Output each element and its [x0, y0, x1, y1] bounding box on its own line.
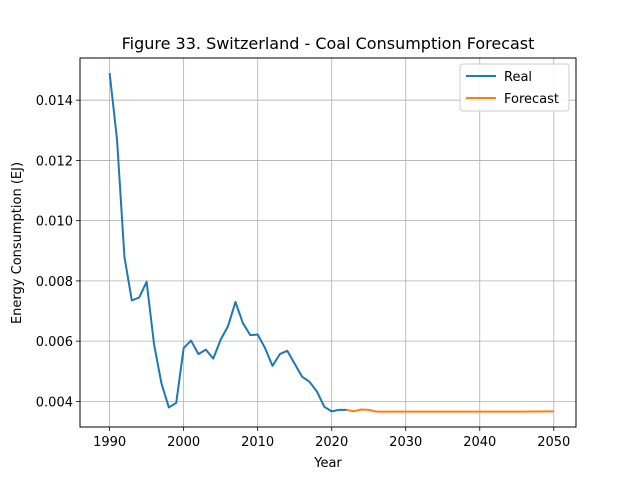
y-tick-label: 0.014: [36, 94, 73, 109]
plot-frame: [79, 57, 577, 428]
x-tick-label: 1990: [93, 435, 126, 450]
x-tick-label: 2000: [167, 435, 200, 450]
x-tick-label: 2010: [241, 435, 274, 450]
x-tick-label: 2020: [315, 435, 348, 450]
y-tick-label: 0.012: [36, 154, 73, 169]
x-tick-label: 2040: [463, 435, 496, 450]
legend-label-real: Real: [504, 70, 532, 85]
series-line-forecast: [346, 408, 554, 413]
y-tick-label: 0.004: [36, 395, 73, 410]
x-axis-title: Year: [313, 456, 342, 471]
legend-label-forecast: Forecast: [504, 92, 559, 107]
series-layer: [108, 72, 554, 413]
y-axis-title: Energy Consumption (EJ): [10, 162, 25, 324]
grid: [80, 58, 576, 427]
x-tick-label: 2030: [389, 435, 422, 450]
chart-title: Figure 33. Switzerland - Coal Consumptio…: [122, 34, 535, 53]
y-tick-label: 0.006: [36, 335, 73, 350]
legend: Real Forecast: [459, 63, 570, 112]
y-axis: 0.004 0.006 0.008 0.010 0.012 0.014: [36, 94, 80, 410]
series-line-real: [108, 72, 347, 413]
y-tick-label: 0.010: [36, 215, 73, 230]
y-tick-label: 0.008: [36, 275, 73, 290]
x-tick-label: 2050: [537, 435, 570, 450]
x-axis: 1990 2000 2010 2020 2030 2040 2050: [93, 427, 570, 450]
